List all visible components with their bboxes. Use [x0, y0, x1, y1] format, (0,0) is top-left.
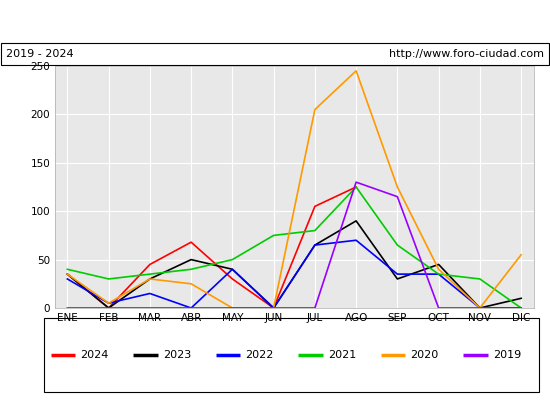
Text: 2023: 2023: [163, 350, 191, 360]
Text: 2019 - 2024: 2019 - 2024: [6, 49, 73, 59]
Text: 2024: 2024: [80, 350, 109, 360]
Text: 2020: 2020: [410, 350, 438, 360]
Text: http://www.foro-ciudad.com: http://www.foro-ciudad.com: [389, 49, 544, 59]
Text: Evolucion Nº Turistas Nacionales en el municipio de Caltojar: Evolucion Nº Turistas Nacionales en el m…: [67, 14, 483, 28]
Text: 2019: 2019: [493, 350, 521, 360]
Text: 2021: 2021: [328, 350, 356, 360]
Text: 2022: 2022: [245, 350, 274, 360]
